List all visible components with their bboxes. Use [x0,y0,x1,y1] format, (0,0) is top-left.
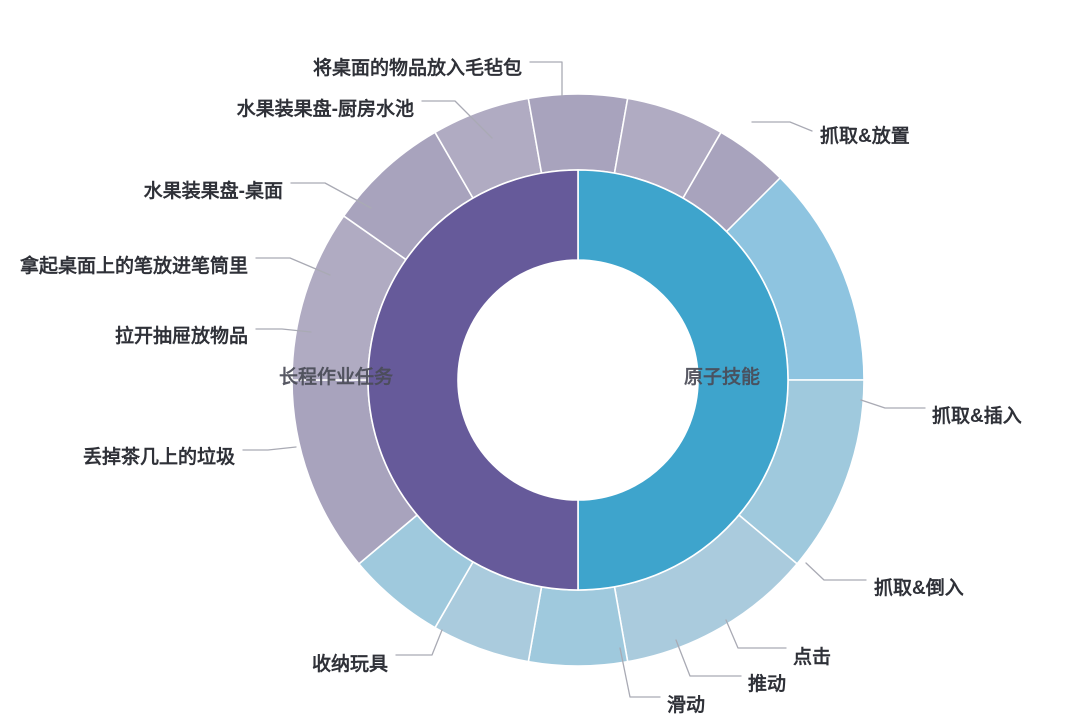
leader-line-grasp-and-insert [860,399,926,409]
outer-segment-label-pen-into-holder: 拿起桌面上的笔放进笔筒里 [19,254,248,277]
leader-line-slide [619,647,661,698]
outer-segment-fruit-plate-table[interactable] [527,93,629,174]
leader-line-items-into-felt-bag [529,61,563,97]
outer-segment-label-tidy-toys: 收纳玩具 [312,652,388,675]
leader-line-throw-trash [242,446,297,451]
outer-segment-label-fruit-plate-table: 水果装果盘-桌面 [144,179,283,202]
outer-segment-label-slide: 滑动 [667,694,705,716]
outer-segment-label-items-into-felt-bag: 将桌面的物品放入毛毡包 [313,56,522,79]
outer-segment-label-grasp-and-pour: 抓取&倒入 [874,576,964,599]
inner-segment-long-horizon-task[interactable] [367,169,579,591]
leader-line-pen-into-holder [255,257,331,276]
leader-line-fruit-plate-table [290,182,372,209]
outer-segment-label-fruit-plate-sink: 水果装果盘-厨房水池 [237,97,414,120]
outer-segment-label-open-drawer: 拉开抽屉放物品 [115,324,248,347]
inner-segment-label-long-horizon-task: 长程作业任务 [279,365,394,388]
leader-line-push [675,639,742,677]
outer-segment-label-grasp-and-place: 抓取&放置 [820,124,910,147]
leader-line-click [725,619,787,649]
leader-line-fruit-plate-sink [421,100,493,139]
leader-line-open-drawer [255,328,312,333]
outer-segment-label-grasp-and-insert: 抓取&插入 [932,404,1022,427]
outer-segment-label-push: 推动 [748,672,786,695]
leader-lines-group [242,61,926,698]
inner-labels-group: 原子技能 长程作业任务 [279,365,760,388]
inner-ring-group [367,169,789,591]
outer-segment-label-throw-trash: 丢掉茶几上的垃圾 [83,445,236,468]
outer-ring-group [291,93,865,667]
leader-line-grasp-and-pour [805,562,867,581]
outer-segment-click[interactable] [527,586,629,667]
leader-line-grasp-and-place [751,121,813,132]
outer-segment-label-click: 点击 [793,646,831,668]
inner-segment-label-atomic-skill: 原子技能 [684,365,760,388]
leader-line-tidy-toys [395,629,443,656]
inner-segment-atomic-skill[interactable] [577,169,789,591]
